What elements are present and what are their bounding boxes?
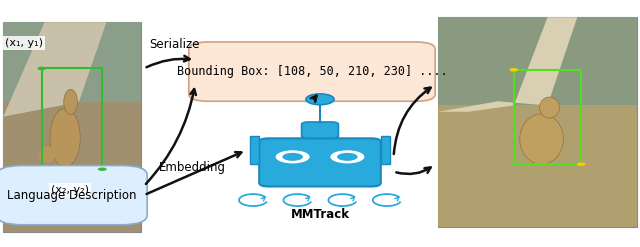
Ellipse shape (520, 114, 563, 164)
Text: Bounding Box: [108, 50, 210, 230] ....: Bounding Box: [108, 50, 210, 230] .... (177, 65, 447, 78)
Circle shape (37, 67, 46, 70)
Bar (42, 68, 102, 169)
Circle shape (276, 150, 310, 164)
Bar (250, 136, 259, 164)
Circle shape (282, 153, 303, 161)
Bar (514, 70, 581, 164)
Polygon shape (438, 17, 577, 112)
Circle shape (330, 150, 364, 164)
Text: Embedding: Embedding (159, 162, 225, 174)
Polygon shape (3, 22, 106, 117)
FancyBboxPatch shape (301, 122, 339, 138)
FancyBboxPatch shape (3, 22, 141, 232)
Text: MMTrack: MMTrack (291, 208, 349, 221)
Ellipse shape (50, 108, 80, 167)
Bar (438, 105, 637, 227)
Text: Serialize: Serialize (149, 38, 199, 51)
Bar (3, 102, 141, 232)
Text: (x₂, y₂): (x₂, y₂) (51, 185, 90, 195)
Text: Language Description: Language Description (7, 189, 137, 202)
Circle shape (509, 68, 518, 72)
Ellipse shape (64, 89, 77, 115)
Circle shape (98, 167, 107, 171)
FancyBboxPatch shape (0, 165, 147, 225)
Text: (x₁, y₁): (x₁, y₁) (5, 38, 43, 48)
FancyBboxPatch shape (189, 42, 435, 101)
Bar (3, 22, 141, 102)
Bar (381, 136, 390, 164)
Circle shape (306, 94, 334, 105)
Circle shape (337, 153, 358, 161)
Circle shape (577, 163, 586, 166)
Bar (438, 17, 637, 105)
Ellipse shape (540, 97, 559, 118)
Ellipse shape (39, 146, 56, 163)
Bar (438, 17, 637, 227)
FancyBboxPatch shape (259, 138, 381, 186)
